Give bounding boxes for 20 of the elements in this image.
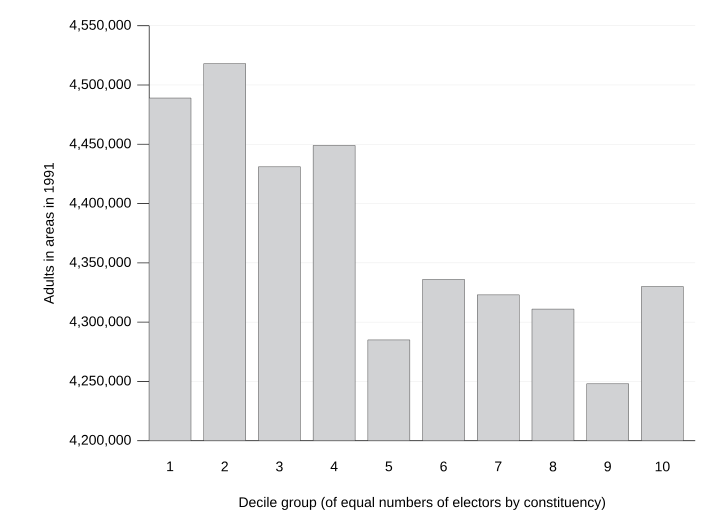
y-axis-title: Adults in areas in 1991 [44, 162, 54, 304]
x-axis-title: Decile group (of equal numbers of electors by constituency) [240, 496, 606, 510]
y-tick-label: 4,250,000 [70, 376, 131, 388]
x-tick-label: 1 [167, 462, 174, 472]
x-tick-label: 6 [440, 462, 447, 472]
x-tick-label: 8 [550, 462, 556, 472]
x-tick-label: 5 [386, 462, 392, 472]
y-tick-label: 4,350,000 [70, 257, 131, 269]
x-tick-label: 7 [495, 462, 502, 472]
y-tick-label: 4,200,000 [70, 434, 131, 446]
y-tick-label: 4,550,000 [70, 20, 131, 32]
y-tick-label: 4,300,000 [70, 316, 131, 328]
y-tick-label: 4,500,000 [70, 79, 131, 91]
y-tick-label: 4,400,000 [70, 198, 131, 210]
x-tick-label: 10 [656, 462, 670, 472]
x-tick-label: 2 [222, 462, 228, 472]
x-tick-label: 3 [276, 462, 283, 472]
x-tick-label: 9 [604, 462, 611, 472]
x-tick-label: 4 [330, 462, 338, 472]
y-tick-label: 4,450,000 [70, 138, 131, 150]
